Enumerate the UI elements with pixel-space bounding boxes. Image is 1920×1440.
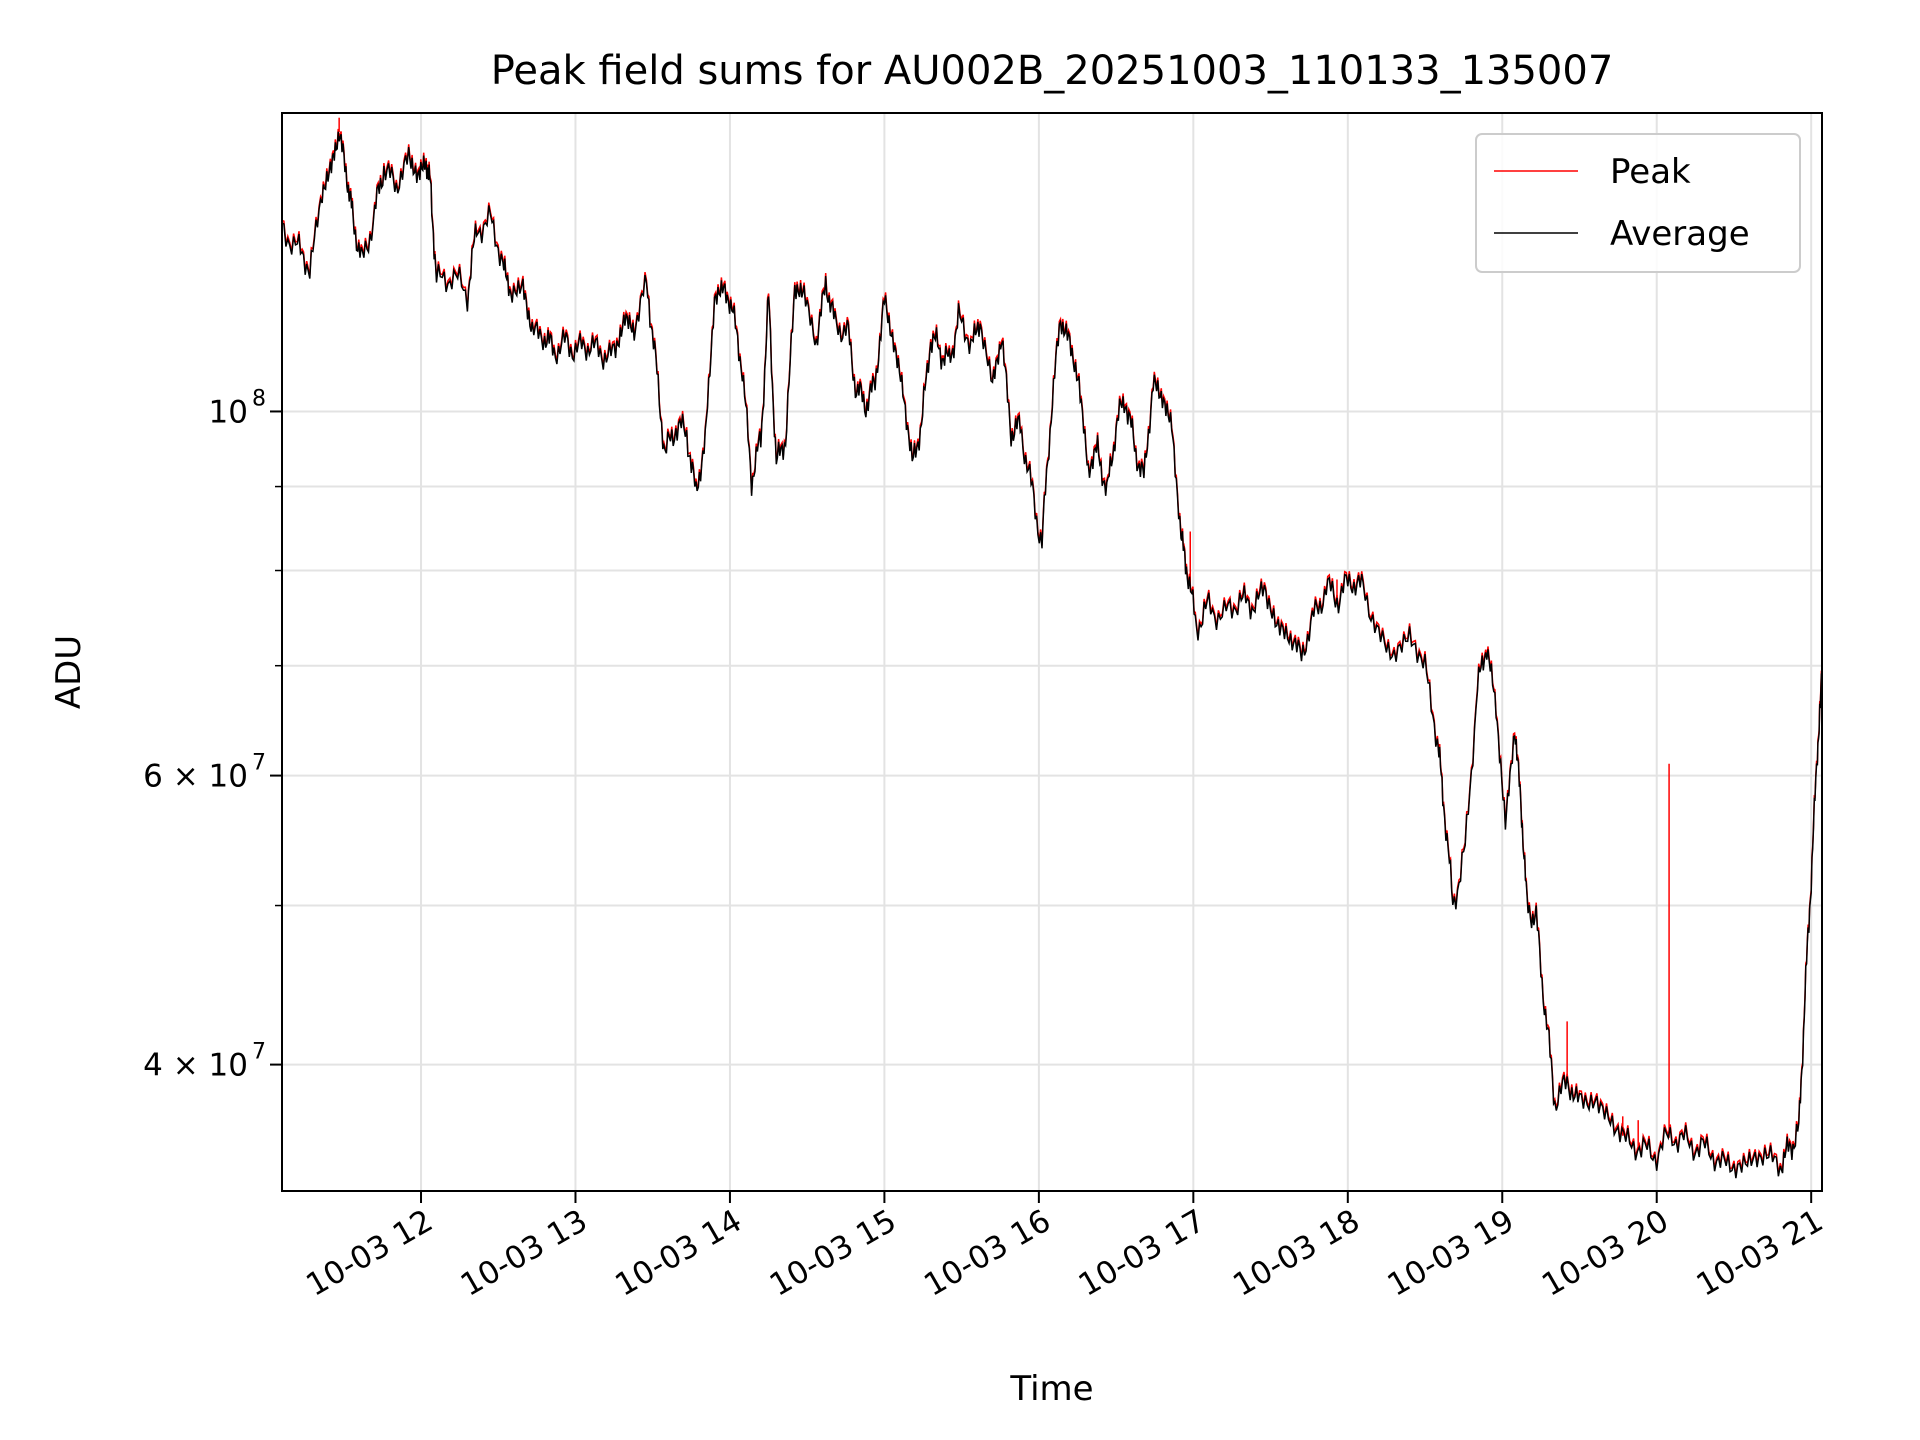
legend-label-peak: Peak (1610, 152, 1691, 192)
y-tick-exponent: 7 (252, 1040, 266, 1065)
y-tick-base: 10 (209, 394, 248, 430)
y-tick-exponent: 7 (252, 751, 266, 776)
y-tick-label: 6 × 10 7 (143, 751, 266, 795)
y-tick-label: 4 × 10 7 (143, 1040, 266, 1084)
legend-box (1475, 133, 1801, 273)
y-axis: 10 86 × 10 74 × 10 7 (143, 386, 282, 1084)
y-tick-exponent: 8 (252, 386, 266, 411)
series-line-average (282, 131, 1822, 1179)
y-tick-base: 4 × 10 (143, 1048, 248, 1084)
series-layer (282, 117, 1822, 1179)
y-axis-label: ADU (49, 635, 89, 709)
y-tick-base: 6 × 10 (143, 759, 248, 795)
y-tick-label: 10 8 (209, 386, 266, 430)
legend: Peak Average (1475, 133, 1801, 273)
legend-label-average: Average (1610, 214, 1750, 254)
plot-frame (281, 112, 1823, 1192)
x-axis-label: Time (1009, 1369, 1093, 1409)
chart-title: Peak field sums for AU002B_20251003_1101… (491, 48, 1614, 94)
